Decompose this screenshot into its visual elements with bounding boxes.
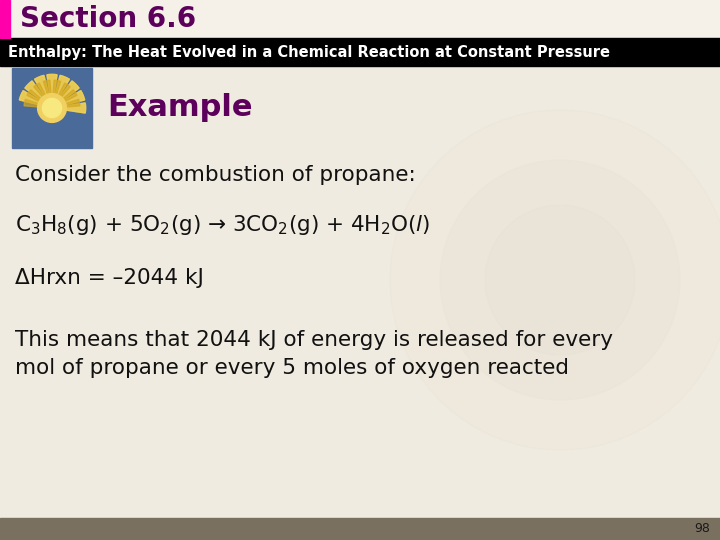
Text: Enthalpy: The Heat Evolved in a Chemical Reaction at Constant Pressure: Enthalpy: The Heat Evolved in a Chemical…	[8, 44, 610, 59]
Polygon shape	[24, 99, 52, 108]
Polygon shape	[34, 83, 52, 108]
Polygon shape	[390, 110, 720, 450]
Polygon shape	[19, 91, 52, 108]
Circle shape	[42, 98, 62, 118]
Polygon shape	[25, 81, 52, 108]
Polygon shape	[47, 75, 57, 108]
Text: ΔHrxn = –2044 kJ: ΔHrxn = –2044 kJ	[15, 268, 204, 288]
Polygon shape	[52, 83, 71, 108]
Polygon shape	[485, 205, 635, 355]
Bar	[0, 0, 10, 38]
Text: This means that 2044 kJ of energy is released for every: This means that 2044 kJ of energy is rel…	[15, 330, 613, 350]
Polygon shape	[52, 80, 60, 108]
Polygon shape	[52, 91, 85, 108]
Polygon shape	[35, 76, 52, 108]
Bar	[0, 518, 720, 540]
Polygon shape	[43, 80, 52, 108]
Polygon shape	[52, 103, 86, 113]
Bar	[12, 68, 92, 148]
Bar	[0, 0, 720, 38]
Polygon shape	[52, 99, 80, 108]
Text: Example: Example	[107, 93, 253, 123]
Polygon shape	[27, 90, 52, 108]
Polygon shape	[52, 76, 69, 108]
Text: Section 6.6: Section 6.6	[20, 5, 196, 33]
Polygon shape	[440, 160, 680, 400]
Polygon shape	[52, 91, 85, 108]
Text: 98: 98	[694, 523, 710, 536]
Polygon shape	[25, 81, 52, 108]
Polygon shape	[52, 90, 77, 108]
Polygon shape	[52, 76, 69, 108]
Polygon shape	[19, 91, 52, 108]
Polygon shape	[52, 103, 86, 113]
Polygon shape	[35, 76, 52, 108]
Polygon shape	[52, 81, 79, 108]
Text: mol of propane or every 5 moles of oxygen reacted: mol of propane or every 5 moles of oxyge…	[15, 358, 569, 378]
Bar	[0, 38, 720, 66]
Text: C$_3$H$_8$(g) + 5O$_2$(g) → 3CO$_2$(g) + 4H$_2$O($\it{l}$): C$_3$H$_8$(g) + 5O$_2$(g) → 3CO$_2$(g) +…	[15, 213, 431, 237]
Polygon shape	[52, 81, 79, 108]
Polygon shape	[47, 75, 57, 108]
Text: Consider the combustion of propane:: Consider the combustion of propane:	[15, 165, 415, 185]
Circle shape	[37, 93, 66, 123]
